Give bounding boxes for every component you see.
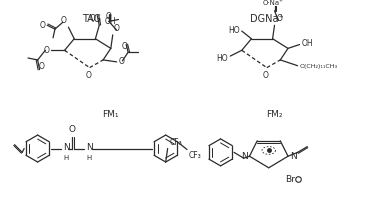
Text: O: O [276, 14, 282, 23]
Text: N: N [241, 152, 248, 161]
Text: O: O [43, 46, 49, 55]
Text: DGNa⁺: DGNa⁺ [250, 14, 284, 24]
Text: O: O [106, 12, 112, 21]
Text: O: O [118, 57, 124, 66]
Text: CF₃: CF₃ [170, 138, 182, 147]
Text: H: H [63, 155, 68, 161]
Text: O: O [86, 71, 92, 80]
Text: O: O [39, 62, 45, 71]
Text: N: N [86, 143, 92, 152]
Text: O: O [121, 42, 127, 51]
Text: N: N [63, 143, 70, 152]
Text: HO: HO [228, 26, 240, 35]
Text: O: O [89, 14, 95, 23]
Text: OH: OH [105, 17, 117, 26]
Text: O: O [263, 71, 269, 80]
Text: HO: HO [217, 54, 228, 63]
Text: TAG: TAG [82, 14, 101, 24]
Text: O: O [61, 16, 67, 25]
Text: FM₁: FM₁ [103, 110, 119, 119]
Text: FM₂: FM₂ [266, 110, 283, 119]
Text: N: N [290, 152, 297, 161]
Text: O: O [39, 21, 45, 30]
Text: O(CH₂)₁₁CH₃: O(CH₂)₁₁CH₃ [300, 64, 337, 69]
Text: H: H [86, 155, 91, 161]
Text: OH: OH [301, 39, 313, 48]
Text: O: O [69, 125, 76, 134]
Text: O: O [114, 24, 120, 33]
Text: CF₃: CF₃ [189, 151, 202, 160]
Text: Br: Br [285, 175, 295, 184]
Text: O·Na⁺: O·Na⁺ [262, 0, 283, 6]
